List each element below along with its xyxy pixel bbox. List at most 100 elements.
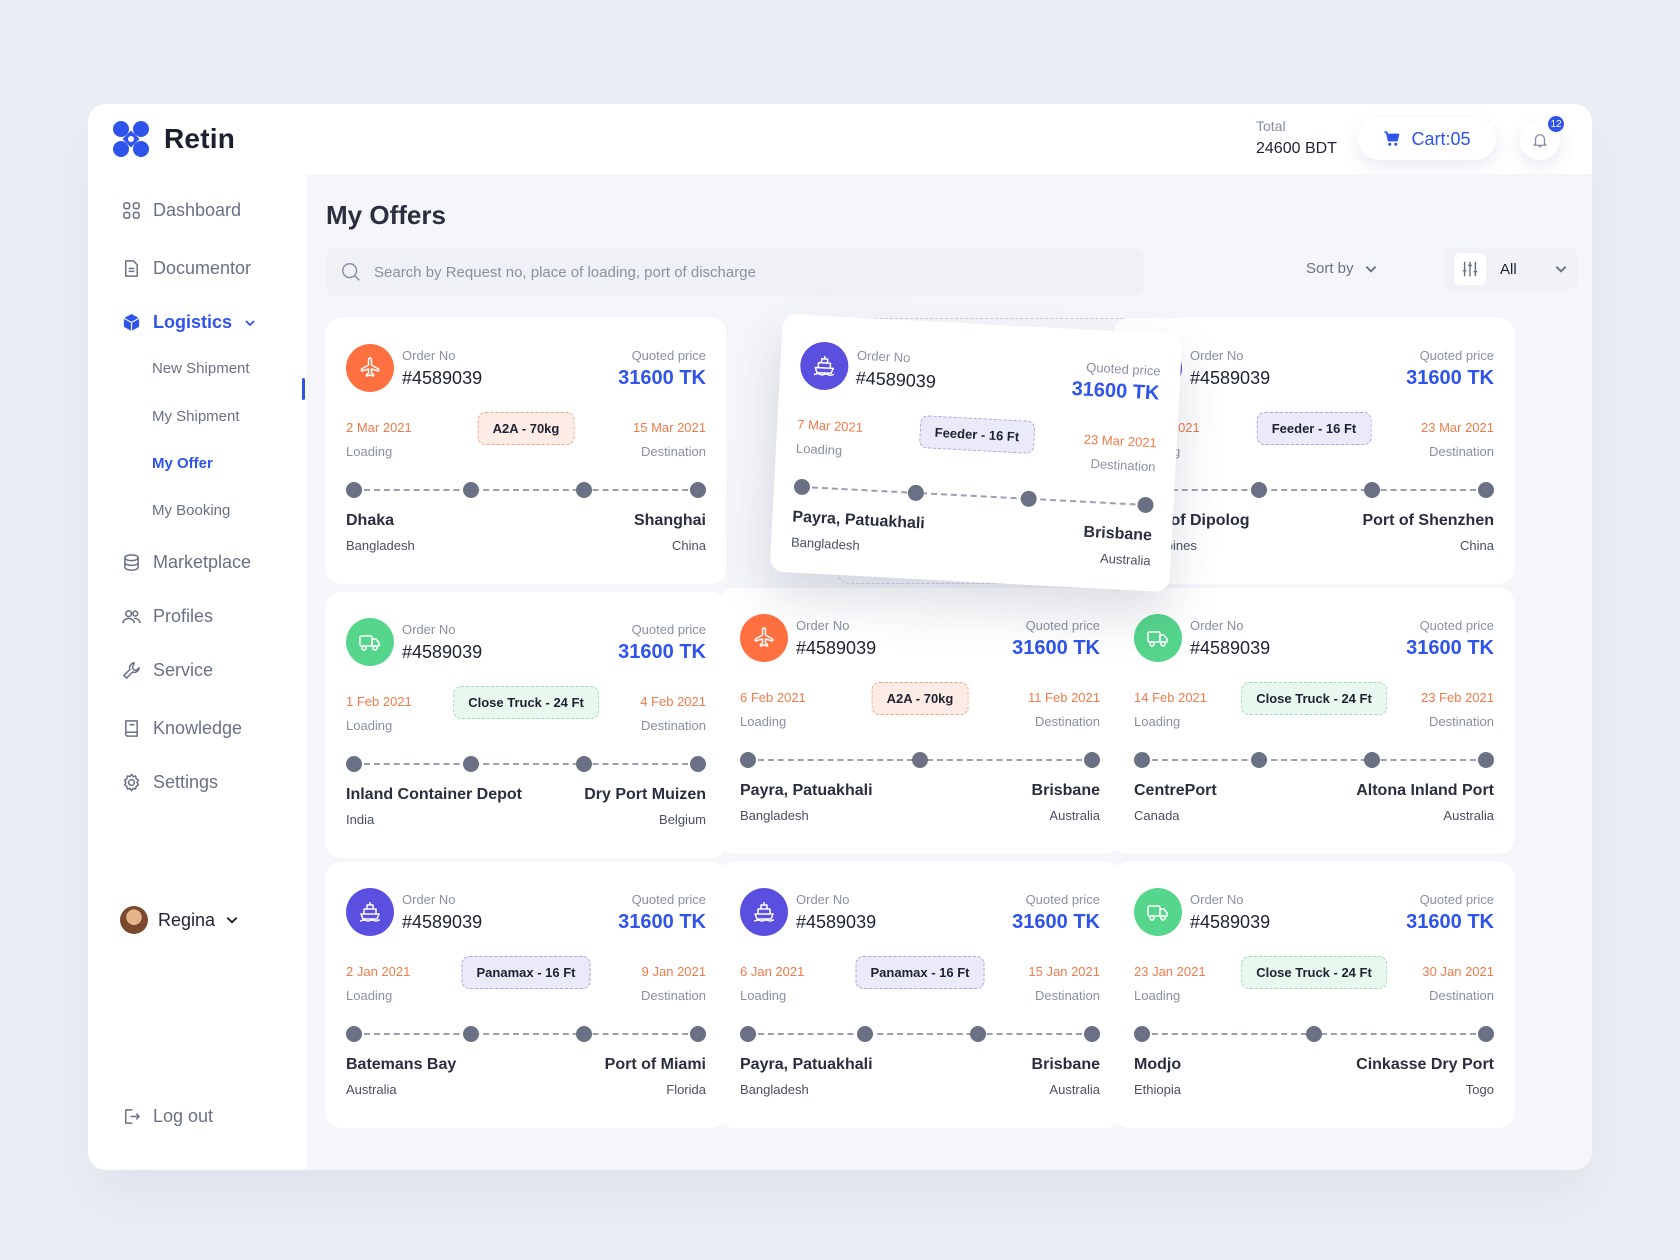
sidebar-item-dashboard[interactable]: Dashboard <box>122 200 241 221</box>
route-stop-2 <box>912 752 928 768</box>
destination-date: 4 Feb 2021 <box>640 694 706 709</box>
sidebar-subitem-my-shipment[interactable]: My Shipment <box>152 408 240 425</box>
sidebar: Dashboard Documentor Logistics New Shipm… <box>88 174 306 1170</box>
cart-button[interactable]: Cart:05 <box>1358 118 1496 160</box>
offer-card-8[interactable]: Order No #4589039 Quoted price 31600 TK … <box>720 862 1120 1128</box>
destination-country: Florida <box>666 1082 706 1097</box>
sidebar-item-settings[interactable]: Settings <box>122 772 218 793</box>
quoted-price: 31600 TK <box>1406 911 1494 933</box>
quoted-price-label: Quoted price <box>1025 618 1100 633</box>
origin-country: Canada <box>1134 808 1180 823</box>
filter-dropdown[interactable]: All <box>1444 248 1578 290</box>
origin-country: Bangladesh <box>740 808 809 823</box>
sidebar-item-label: Marketplace <box>153 552 252 572</box>
route-line <box>1142 759 1486 761</box>
destination-country: Togo <box>1465 1082 1494 1097</box>
route-stop-2 <box>462 482 479 498</box>
quoted-price-label: Quoted price <box>631 622 706 637</box>
destination-label: Destination <box>1034 988 1100 1003</box>
route-stop-3 <box>1084 752 1100 768</box>
offer-card-1[interactable]: Order No #4589039 Quoted price 31600 TK … <box>326 318 726 584</box>
loading-label: Loading <box>740 714 787 729</box>
chevron-down-icon <box>1555 266 1567 273</box>
route-line <box>748 1033 1092 1035</box>
search-input[interactable] <box>374 263 1114 281</box>
ship-icon <box>346 888 394 936</box>
route-stop-2 <box>1250 752 1267 768</box>
sidebar-item-knowledge[interactable]: Knowledge <box>122 718 242 739</box>
offer-card-9[interactable]: Order No #4589039 Quoted price 31600 TK … <box>1114 862 1514 1128</box>
sidebar-subitem-my-offer[interactable]: My Offer <box>152 455 213 472</box>
origin-port: Payra, Patuakhali <box>791 508 926 533</box>
sidebar-item-profiles[interactable]: Profiles <box>122 606 213 627</box>
order-number: #4589039 <box>796 912 877 932</box>
order-no-label: Order No <box>796 892 850 907</box>
offer-card-5[interactable]: Order No #4589039 Quoted price 31600 TK … <box>720 588 1120 854</box>
book-icon <box>125 720 138 737</box>
sidebar-item-marketplace[interactable]: Marketplace <box>122 552 251 573</box>
logout-label: Log out <box>153 1106 214 1126</box>
loading-label: Loading <box>346 988 393 1003</box>
user-menu[interactable]: Regina <box>120 906 239 934</box>
logo-icon <box>112 120 150 158</box>
route-stop-2 <box>1306 1026 1322 1042</box>
quoted-price: 31600 TK <box>618 367 706 389</box>
sidebar-item-service[interactable]: Service <box>122 660 213 681</box>
route-track <box>346 482 706 498</box>
sidebar-subitem-new-shipment[interactable]: New Shipment <box>152 360 250 377</box>
offer-card-4[interactable]: Order No #4589039 Quoted price 31600 TK … <box>326 592 726 858</box>
quoted-price: 31600 TK <box>1012 637 1100 659</box>
origin-port: Modjo <box>1134 1056 1182 1073</box>
route-stop-1 <box>346 1026 362 1042</box>
cargo-badge: Close Truck - 24 Ft <box>1241 682 1387 715</box>
destination-country: Australia <box>1443 808 1494 823</box>
route-stop-1 <box>1134 752 1150 768</box>
destination-port: Brisbane <box>1031 1056 1100 1073</box>
truck-icon <box>1134 888 1182 936</box>
cube-icon <box>123 313 140 332</box>
order-number: #4589039 <box>402 368 483 388</box>
cargo-badge: Feeder - 16 Ft <box>918 415 1036 454</box>
sliders-icon <box>1454 253 1486 285</box>
loading-label: Loading <box>795 440 843 458</box>
route-stop-4 <box>690 1026 706 1042</box>
origin-country: Bangladesh <box>740 1082 809 1097</box>
route-stop-3 <box>576 482 593 498</box>
notifications-button[interactable]: 12 <box>1520 114 1566 160</box>
order-number: #4589039 <box>402 912 483 932</box>
sidebar-subitem-my-booking[interactable]: My Booking <box>152 502 231 519</box>
origin-port: Batemans Bay <box>346 1056 457 1073</box>
airplane-icon <box>740 614 788 662</box>
offer-card-7[interactable]: Order No #4589039 Quoted price 31600 TK … <box>326 862 726 1128</box>
cargo-badge: Close Truck - 24 Ft <box>453 686 599 719</box>
loading-label: Loading <box>1134 988 1181 1003</box>
route-stop-3 <box>1364 752 1381 768</box>
loading-label: Loading <box>346 444 393 459</box>
order-no-label: Order No <box>1190 618 1244 633</box>
logo[interactable]: Retin <box>112 120 235 158</box>
sort-dropdown[interactable]: Sort by <box>1306 260 1378 277</box>
destination-date: 23 Mar 2021 <box>1421 420 1494 435</box>
route-line <box>1142 489 1486 491</box>
filter-value: All <box>1500 260 1517 278</box>
sidebar-item-documentor[interactable]: Documentor <box>122 258 251 279</box>
order-no-label: Order No <box>856 347 911 366</box>
quoted-price: 31600 TK <box>1012 911 1100 933</box>
origin-country: Australia <box>346 1082 397 1097</box>
sidebar-item-logistics[interactable]: Logistics <box>122 312 256 333</box>
destination-port: Altona Inland Port <box>1356 782 1494 799</box>
route-stop-4 <box>1478 752 1494 768</box>
users-icon <box>122 610 141 624</box>
route-stop-1 <box>346 482 362 498</box>
page-title: My Offers <box>326 200 446 230</box>
destination-country: Australia <box>1049 1082 1100 1097</box>
route-stop-1 <box>740 1026 756 1042</box>
offer-card-2[interactable]: Order No #4589039 Quoted price 31600 TK … <box>769 313 1183 593</box>
ship-icon <box>740 888 788 936</box>
order-no-label: Order No <box>402 892 456 907</box>
origin-country: India <box>346 812 375 827</box>
wrench-icon <box>123 662 140 679</box>
origin-country: Ethiopia <box>1134 1082 1181 1097</box>
offer-card-6[interactable]: Order No #4589039 Quoted price 31600 TK … <box>1114 588 1514 854</box>
logout-button[interactable]: Log out <box>122 1106 213 1127</box>
